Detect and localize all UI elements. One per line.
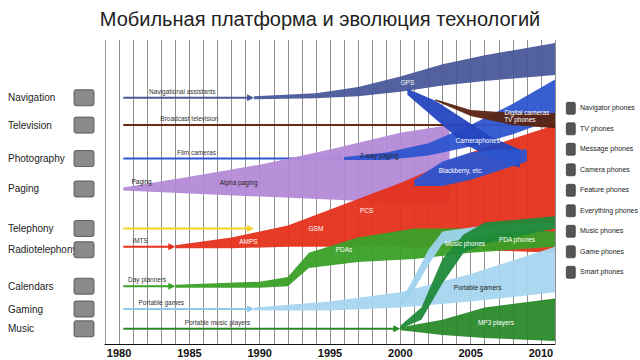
svg-text:2005: 2005 (458, 347, 482, 359)
svg-text:Smart phones: Smart phones (580, 268, 624, 276)
svg-text:Navigator phones: Navigator phones (580, 104, 635, 112)
svg-text:Television: Television (8, 120, 52, 131)
svg-text:Calendars: Calendars (8, 281, 54, 292)
svg-text:Paging: Paging (131, 178, 152, 186)
svg-text:Photography: Photography (8, 153, 65, 164)
svg-text:GPS: GPS (400, 79, 414, 86)
svg-text:PCS: PCS (360, 207, 374, 214)
svg-text:Blackberry, etc.: Blackberry, etc. (439, 167, 484, 175)
svg-text:Cameraphones: Cameraphones (455, 137, 500, 145)
svg-text:Paging: Paging (8, 183, 39, 194)
svg-text:1990: 1990 (247, 347, 271, 359)
svg-text:Digital cameras: Digital cameras (504, 109, 550, 117)
svg-text:2010: 2010 (529, 347, 553, 359)
svg-text:Navigational assistants: Navigational assistants (149, 88, 216, 96)
svg-text:Gaming: Gaming (8, 304, 43, 315)
svg-text:Game phones: Game phones (580, 248, 624, 256)
svg-text:Portable gamers: Portable gamers (454, 284, 502, 292)
svg-text:GSM: GSM (309, 225, 324, 232)
svg-text:Music phones: Music phones (580, 227, 624, 235)
svg-text:1980: 1980 (107, 347, 131, 359)
svg-text:Camera phones: Camera phones (580, 166, 630, 174)
svg-text:Alpha paging: Alpha paging (220, 179, 258, 187)
svg-text:MP3 players: MP3 players (478, 319, 515, 327)
svg-text:Portable music players: Portable music players (185, 319, 251, 327)
svg-text:Music: Music (8, 323, 34, 334)
svg-text:TV phones: TV phones (580, 125, 614, 133)
svg-text:2000: 2000 (388, 347, 412, 359)
svg-text:AMPS: AMPS (239, 238, 258, 245)
svg-text:Everything phones: Everything phones (580, 207, 638, 215)
svg-text:Music phones: Music phones (445, 240, 486, 248)
svg-text:Radiotelephony: Radiotelephony (8, 244, 78, 255)
svg-text:Portable games: Portable games (138, 299, 184, 307)
svg-text:PDAs: PDAs (336, 246, 353, 253)
svg-text:Telephony: Telephony (8, 223, 54, 234)
svg-text:Мобильная платформа и эволюция: Мобильная платформа и эволюция технологи… (100, 8, 540, 30)
svg-text:PDA phones: PDA phones (499, 236, 536, 244)
svg-text:IMTS: IMTS (132, 237, 148, 244)
svg-text:Film cameras: Film cameras (177, 149, 217, 156)
svg-text:Message phones: Message phones (580, 145, 634, 153)
svg-text:1985: 1985 (177, 347, 201, 359)
svg-text:1995: 1995 (318, 347, 342, 359)
svg-text:2-way paging: 2-way paging (360, 152, 399, 160)
svg-text:Day planners: Day planners (128, 276, 167, 284)
svg-text:Feature phones: Feature phones (580, 186, 630, 194)
svg-text:TV phones: TV phones (504, 116, 536, 124)
svg-text:Broadcast television: Broadcast television (160, 115, 219, 122)
svg-text:Navigation: Navigation (8, 92, 55, 103)
